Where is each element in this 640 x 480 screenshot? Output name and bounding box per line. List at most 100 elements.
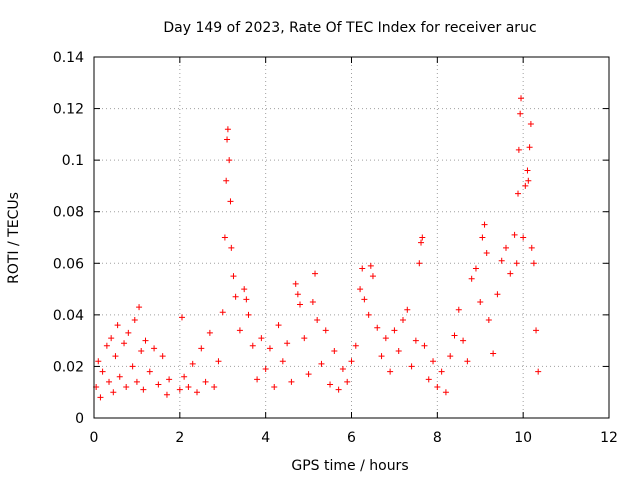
data-point: [185, 384, 192, 391]
data-point: [416, 260, 423, 267]
data-point: [400, 317, 406, 324]
data-point: [224, 136, 231, 143]
data-point: [166, 376, 173, 383]
data-point: [202, 378, 209, 385]
data-point: [518, 95, 525, 102]
y-tick-label: 0: [75, 411, 84, 427]
data-point: [309, 298, 316, 305]
y-tick-label: 0.1: [62, 153, 84, 169]
y-tick-label: 0.08: [53, 205, 84, 221]
data-point: [133, 378, 140, 385]
chart-title: Day 149 of 2023, Rate Of TEC Index for r…: [163, 20, 536, 36]
data-point: [241, 286, 248, 293]
data-point: [163, 391, 170, 398]
y-tick-label: 0.06: [53, 256, 84, 272]
y-tick-label: 0.12: [53, 102, 84, 118]
data-point: [374, 324, 381, 331]
data-point: [146, 368, 153, 375]
axis-ticks: 0 2 4 6 8 10 12 0 0.02 0.04 0.06 0.08 0.1 0.12 0.14: [53, 50, 618, 446]
data-point: [258, 335, 265, 342]
data-point: [223, 177, 230, 184]
data-point: [434, 384, 441, 391]
x-tick-label: 8: [433, 430, 442, 446]
data-point: [297, 301, 303, 308]
data-point: [494, 291, 501, 298]
data-point: [288, 378, 295, 385]
data-point: [159, 353, 166, 360]
data-point: [404, 306, 411, 313]
data-point: [215, 358, 222, 365]
x-tick-label: 4: [261, 430, 270, 446]
y-axis-label: ROTI / TECUs: [6, 192, 22, 284]
data-points: [93, 95, 542, 401]
data-point: [421, 342, 428, 349]
data-point: [181, 373, 188, 380]
data-point: [348, 358, 355, 365]
x-tick-label: 6: [347, 430, 356, 446]
data-point: [176, 386, 183, 393]
data-point: [460, 337, 467, 344]
data-point: [468, 275, 475, 282]
x-tick-label: 2: [175, 430, 184, 446]
data-point: [522, 182, 529, 189]
data-point: [525, 177, 532, 184]
data-point: [447, 353, 454, 360]
data-point: [472, 265, 479, 272]
data-point: [138, 347, 145, 354]
data-point: [498, 257, 505, 264]
data-point: [206, 329, 213, 336]
data-point: [395, 347, 402, 354]
x-tick-label: 12: [600, 430, 618, 446]
data-point: [230, 273, 237, 280]
data-point: [271, 384, 278, 391]
data-point: [198, 345, 205, 352]
data-point: [106, 378, 113, 385]
data-point: [528, 244, 535, 251]
data-point: [359, 265, 366, 272]
data-point: [481, 221, 488, 228]
data-point: [114, 322, 121, 329]
data-point: [357, 286, 364, 293]
data-point: [275, 322, 282, 329]
data-point: [327, 381, 334, 388]
data-point: [103, 342, 110, 349]
y-tick-label: 0.04: [53, 308, 84, 324]
data-point: [245, 311, 252, 318]
data-point: [479, 234, 486, 241]
data-point: [136, 304, 143, 311]
data-point: [284, 340, 291, 347]
data-point: [527, 121, 534, 128]
data-point: [361, 296, 368, 303]
data-point: [314, 317, 321, 324]
data-point: [524, 167, 531, 174]
data-point: [485, 317, 492, 324]
data-point: [262, 366, 269, 373]
data-point: [151, 345, 158, 352]
data-point: [335, 386, 342, 393]
data-point: [477, 298, 484, 305]
data-point: [232, 293, 239, 300]
data-point: [305, 371, 312, 378]
data-point: [530, 260, 537, 267]
data-point: [266, 345, 273, 352]
data-point: [382, 335, 389, 342]
data-point: [219, 309, 226, 316]
data-point: [279, 358, 286, 365]
data-point: [116, 373, 123, 380]
data-point: [387, 368, 394, 375]
data-point: [108, 335, 115, 342]
data-point: [442, 389, 449, 396]
data-point: [301, 335, 308, 342]
data-point: [322, 327, 329, 334]
data-point: [378, 353, 385, 360]
data-point: [511, 231, 518, 238]
data-point: [490, 350, 497, 357]
x-tick-label: 0: [90, 430, 99, 446]
data-point: [236, 327, 243, 334]
data-point: [249, 342, 256, 349]
data-point: [418, 239, 425, 246]
data-point: [339, 366, 346, 373]
data-point: [344, 378, 351, 385]
data-point: [123, 384, 130, 391]
data-point: [520, 234, 527, 241]
